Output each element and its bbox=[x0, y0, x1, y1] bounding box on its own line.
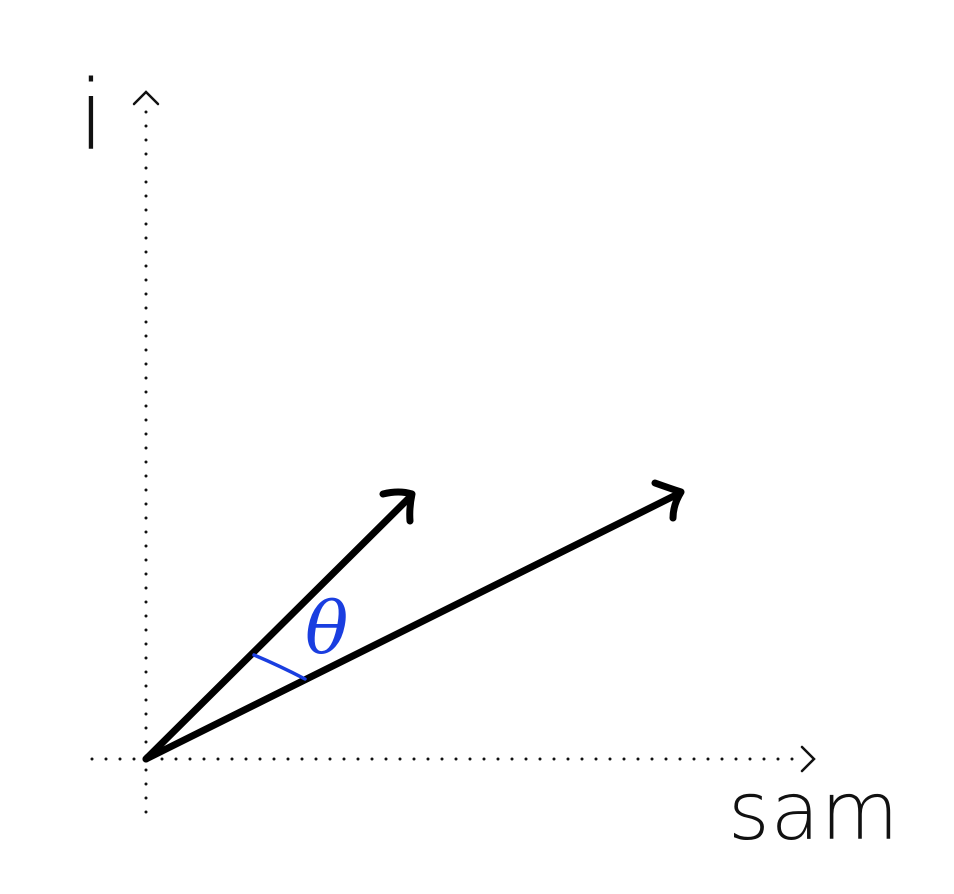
vector-lower bbox=[142, 489, 684, 763]
vector-upper bbox=[142, 493, 414, 763]
vector-upper-arrowhead bbox=[379, 488, 416, 525]
x-axis-arrowhead bbox=[800, 745, 816, 773]
y-axis-arrowhead bbox=[132, 90, 160, 106]
x-axis-label: sam bbox=[728, 765, 900, 858]
angle-label: θ bbox=[305, 586, 349, 670]
vector-lower-arrowhead bbox=[651, 479, 685, 522]
angle-arc bbox=[252, 653, 307, 681]
y-axis-label: i bbox=[78, 60, 105, 172]
